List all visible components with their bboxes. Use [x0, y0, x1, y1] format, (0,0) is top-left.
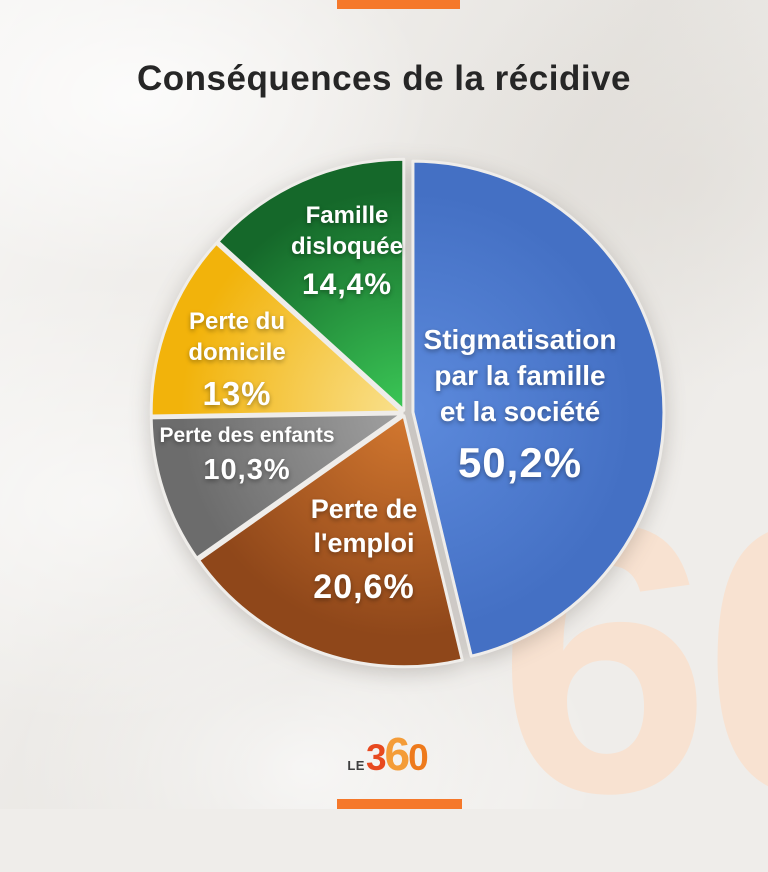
slice-label-famille-disloquee: Famille disloquée 14,4%	[291, 200, 403, 302]
slice-percent: 14,4%	[301, 268, 393, 301]
slice-label-line: par la famille	[434, 360, 606, 391]
bottom-accent-bar	[337, 799, 462, 809]
slice-label-line: Stigmatisation	[423, 324, 617, 355]
top-accent-bar	[337, 0, 460, 9]
slice-label-perte-enfants: Perte des enfants 10,3%	[159, 422, 334, 487]
slice-label-line: domicile	[188, 339, 286, 366]
logo-le-text: LE	[347, 758, 365, 773]
slice-label-line: et la société	[439, 396, 601, 427]
pie-chart	[149, 157, 666, 669]
slice-label-line: Perte de	[310, 494, 418, 524]
logo-digit-0: 0	[408, 737, 429, 778]
slice-label-line: disloquée	[290, 233, 404, 260]
le360-logo: LE 3 6 0	[347, 731, 428, 777]
slice-percent: 13%	[202, 375, 272, 412]
slice-percent: 10,3%	[203, 454, 291, 486]
logo-digit-3: 3	[365, 737, 387, 778]
slice-label-line: Perte des enfants	[159, 424, 335, 447]
slice-percent: 50,2%	[457, 439, 583, 486]
slice-label-line: l'emploi	[313, 528, 415, 558]
page-title: Conséquences de la récidive	[137, 59, 631, 99]
logo-digit-6: 6	[384, 728, 411, 780]
slice-label-line: Perte du	[188, 308, 286, 335]
slice-label-line: Famille	[305, 202, 389, 229]
slice-label-perte-domicile: Perte du domicile 13%	[188, 306, 285, 413]
slice-percent: 20,6%	[313, 568, 415, 606]
slice-label-perte-emploi: Perte de l'emploi 20,6%	[311, 492, 418, 607]
slice-label-stigmatisation: Stigmatisation par la famille et la soci…	[424, 322, 617, 487]
